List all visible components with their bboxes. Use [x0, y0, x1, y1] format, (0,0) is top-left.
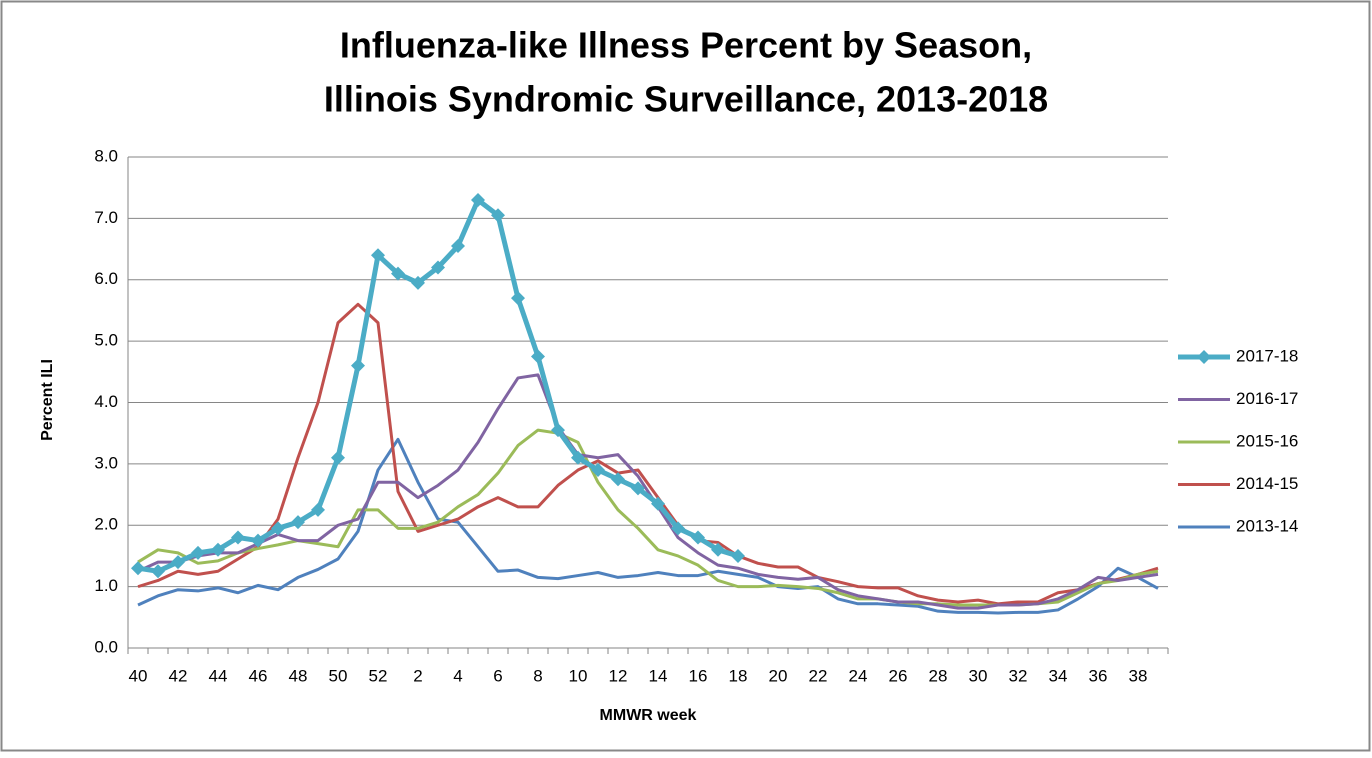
marker — [331, 450, 345, 465]
marker — [551, 423, 565, 438]
marker — [171, 555, 185, 570]
series-line — [137, 373, 1159, 610]
marker — [231, 530, 245, 545]
y-tick-label: 7.0 — [94, 208, 118, 227]
marker — [431, 260, 445, 275]
y-tick-label: 2.0 — [94, 515, 118, 534]
x-tick-label: 34 — [1049, 666, 1068, 685]
x-tick-label: 4 — [453, 666, 462, 685]
marker — [291, 515, 305, 530]
x-tick-label: 48 — [289, 666, 308, 685]
marker — [491, 208, 505, 223]
x-tick-label: 18 — [729, 666, 748, 685]
y-tick-label: 5.0 — [94, 331, 118, 350]
legend-marker — [1197, 350, 1211, 364]
y-tick-label: 4.0 — [94, 392, 118, 411]
marker — [651, 496, 665, 511]
marker — [671, 521, 685, 536]
x-tick-label: 52 — [369, 666, 388, 685]
marker — [531, 349, 545, 364]
y-axis-label: Percent ILI — [39, 359, 56, 441]
marker — [631, 481, 645, 496]
x-tick-label: 24 — [849, 666, 868, 685]
x-tick-label: 10 — [569, 666, 588, 685]
y-tick-label: 6.0 — [94, 269, 118, 288]
x-tick-label: 50 — [329, 666, 348, 685]
y-tick-label: 0.0 — [94, 637, 118, 656]
x-tick-label: 32 — [1009, 666, 1028, 685]
marker — [511, 291, 525, 306]
y-tick-label: 3.0 — [94, 453, 118, 472]
x-tick-label: 22 — [809, 666, 828, 685]
marker — [611, 472, 625, 487]
x-tick-label: 26 — [889, 666, 908, 685]
marker — [411, 275, 425, 290]
marker — [131, 561, 145, 576]
legend-label: 2013-14 — [1236, 516, 1298, 535]
x-tick-label: 12 — [609, 666, 628, 685]
marker — [371, 248, 385, 263]
x-tick-label: 6 — [493, 666, 502, 685]
marker — [731, 548, 745, 563]
series-line — [137, 302, 1159, 606]
legend-label: 2016-17 — [1236, 389, 1298, 408]
marker — [191, 545, 205, 560]
x-tick-label: 42 — [169, 666, 188, 685]
marker — [351, 358, 365, 373]
chart-title: Influenza-like Illness Percent by Season… — [340, 25, 1032, 66]
marker — [691, 530, 705, 545]
x-tick-label: 14 — [649, 666, 668, 685]
series-line — [137, 437, 1159, 615]
legend-label: 2014-15 — [1236, 474, 1298, 493]
y-tick-label: 8.0 — [94, 146, 118, 165]
marker — [451, 238, 465, 253]
x-tick-label: 30 — [969, 666, 988, 685]
x-tick-label: 28 — [929, 666, 948, 685]
x-axis-label: MMWR week — [600, 707, 697, 724]
x-tick-label: 2 — [413, 666, 422, 685]
x-tick-label: 40 — [129, 666, 148, 685]
x-tick-label: 44 — [209, 666, 228, 685]
marker — [211, 542, 225, 557]
marker — [571, 450, 585, 465]
y-tick-label: 1.0 — [94, 576, 118, 595]
x-tick-label: 20 — [769, 666, 788, 685]
x-tick-label: 46 — [249, 666, 268, 685]
x-tick-label: 8 — [533, 666, 542, 685]
x-tick-label: 36 — [1089, 666, 1108, 685]
marker — [391, 266, 405, 281]
legend-label: 2015-16 — [1236, 431, 1298, 450]
chart-title: Illinois Syndromic Surveillance, 2013-20… — [324, 79, 1048, 120]
x-tick-label: 16 — [689, 666, 708, 685]
series-line — [137, 428, 1159, 607]
marker — [471, 192, 485, 207]
marker — [151, 564, 165, 579]
legend-label: 2017-18 — [1236, 346, 1298, 365]
marker — [251, 533, 265, 548]
x-tick-label: 38 — [1129, 666, 1148, 685]
marker — [311, 502, 325, 517]
marker — [591, 463, 605, 478]
marker — [711, 542, 725, 557]
marker — [271, 521, 285, 536]
